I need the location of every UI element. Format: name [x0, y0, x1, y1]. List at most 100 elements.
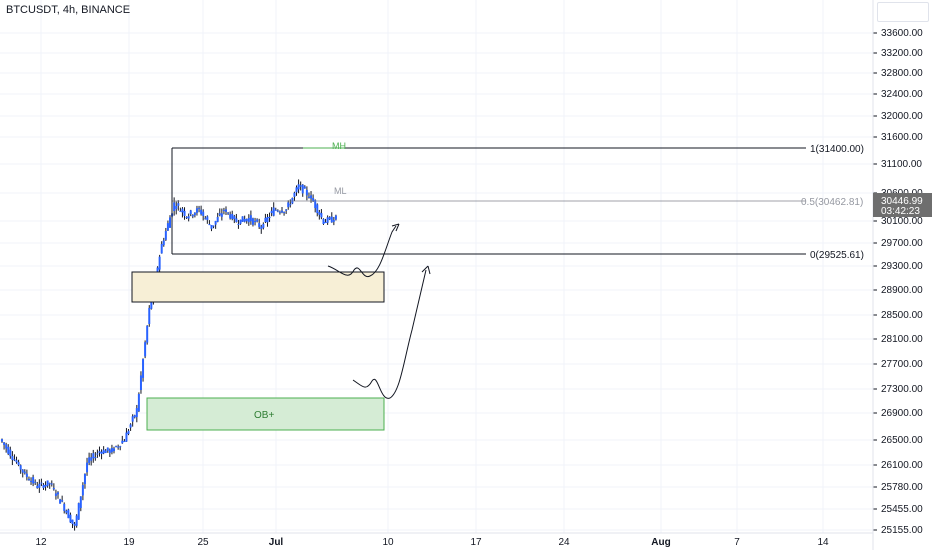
candle-body [237, 223, 240, 225]
candle-body [289, 204, 292, 206]
price-tick-label: 25780.00 [881, 482, 923, 493]
candle-body [21, 469, 24, 473]
candle-body [77, 503, 80, 520]
price-tick-label: 26500.00 [881, 435, 923, 446]
candle-body [206, 216, 209, 220]
time-tick-label: 12 [35, 537, 47, 548]
candle-body [52, 488, 55, 490]
price-tick-label: 32800.00 [881, 68, 923, 79]
candle-body [175, 206, 178, 210]
candle-body [115, 446, 118, 448]
candle-body [1, 439, 3, 442]
candle-body [179, 210, 182, 212]
price-tick-label: 28500.00 [881, 310, 923, 321]
candle-body [129, 424, 132, 428]
candle-body [38, 483, 41, 488]
candle-body [106, 447, 109, 451]
price-tick-label: 32000.00 [881, 111, 923, 122]
candle-body [281, 210, 283, 213]
candle-body [212, 225, 215, 227]
candle-body [173, 202, 176, 212]
candle-body [113, 448, 115, 452]
candle-body [92, 453, 95, 459]
candle-body [169, 217, 171, 228]
range-high-label: 1(31400.00) [810, 144, 864, 155]
candle-body [59, 499, 62, 504]
candle-body [7, 446, 10, 454]
time-tick-label: 14 [817, 537, 829, 548]
candle-body [40, 482, 43, 484]
candle-body [328, 217, 331, 220]
candle-body [44, 484, 47, 487]
candle-body [123, 441, 126, 443]
candle-body [316, 204, 319, 214]
time-tick-label: 7 [734, 537, 740, 548]
order-block-label: OB+ [254, 410, 274, 421]
range-low-label: 0(29525.61) [810, 250, 864, 261]
time-axis[interactable]: 12 19 25 Jul 10 17 24 Aug 7 14 [0, 532, 873, 548]
candle-body [231, 214, 234, 219]
candle-body [125, 432, 128, 442]
top-right-button[interactable] [877, 2, 929, 22]
projection-arrowhead-2 [421, 265, 431, 275]
candle-body [245, 219, 248, 222]
candle-body [54, 493, 57, 496]
current-price-value: 30446.99 [881, 196, 923, 207]
projection-path-2[interactable] [352, 269, 427, 399]
mh-label: MH [332, 141, 346, 151]
candle-body [225, 209, 227, 212]
candle-body [334, 215, 337, 220]
candle-body [102, 449, 105, 454]
candle-body [142, 359, 145, 378]
price-tick-label: 31600.00 [881, 132, 923, 143]
candle-body [79, 496, 82, 508]
price-tick-label: 25155.00 [881, 525, 923, 536]
candle-body [243, 218, 246, 222]
candle-body [326, 217, 329, 223]
candle-body [131, 416, 134, 422]
candle-body [299, 185, 302, 187]
candle-body [227, 212, 230, 214]
candle-body [137, 394, 140, 412]
candle-body [262, 224, 265, 228]
projection-path-1[interactable] [327, 225, 397, 278]
order-block-zone[interactable] [146, 397, 385, 431]
candle-body [32, 477, 35, 484]
price-tick-label: 28900.00 [881, 285, 923, 296]
candle-body [48, 483, 51, 485]
candle-body [96, 453, 99, 455]
candle-body [121, 440, 124, 444]
price-axis[interactable]: 33600.00 33200.00 32800.00 32400.00 32000.00… [872, 0, 923, 550]
candle-body [324, 222, 327, 224]
price-tick-label: 26100.00 [881, 460, 923, 471]
time-tick-label: 10 [382, 537, 394, 548]
price-tick-label: 31100.00 [881, 159, 922, 170]
price-tick-label: 27300.00 [881, 384, 923, 395]
candle-body [146, 325, 149, 343]
candle-body [63, 503, 66, 511]
candle-body [218, 213, 221, 216]
candle-body [303, 186, 306, 189]
candle-body [94, 457, 97, 459]
candle-body [193, 212, 196, 216]
candle-body [133, 415, 136, 418]
candle-body [57, 492, 59, 495]
candle-body [110, 447, 113, 453]
candle-body [198, 207, 201, 209]
supply-zone[interactable] [131, 271, 385, 303]
candle-body [181, 208, 184, 213]
candle-body [90, 457, 93, 461]
candle-body [69, 514, 72, 523]
candle-body [320, 213, 323, 218]
candle-body [19, 465, 22, 470]
candle-body [254, 220, 257, 222]
candle-body [235, 218, 238, 223]
range-mid-label: 0.5(30462.81) [801, 197, 863, 208]
candle-body [177, 203, 180, 206]
candle-body [210, 224, 213, 229]
symbol-label[interactable]: BTCUSDT, 4h, BINANCE [6, 4, 131, 16]
candle-body [119, 446, 122, 448]
candle-body [61, 500, 64, 502]
